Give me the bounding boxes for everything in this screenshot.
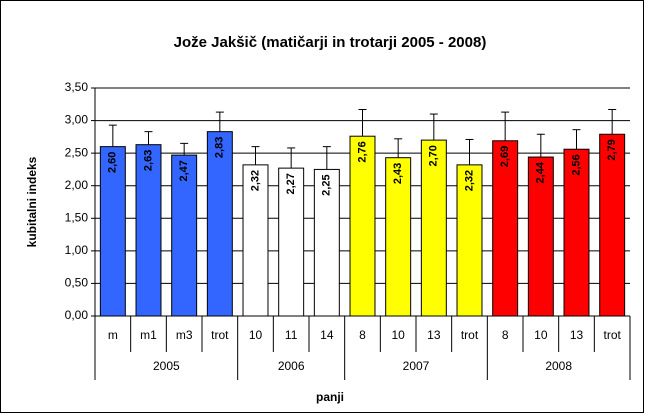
bar [492, 140, 519, 317]
bar [420, 139, 447, 317]
value-label: 2,25 [321, 174, 333, 195]
value-label: 2,70 [428, 145, 440, 166]
x-axis-title: panji [316, 390, 344, 404]
value-label: 2,47 [178, 160, 190, 181]
value-label: 2,56 [570, 154, 582, 175]
bar [385, 157, 412, 317]
y-tick-label: 1,50 [65, 210, 89, 224]
x-tick-label: m1 [140, 328, 157, 342]
bar [242, 164, 269, 317]
group-label: 2006 [278, 359, 305, 373]
y-tick-label: 0,00 [65, 308, 89, 322]
value-label: 2,83 [214, 137, 226, 158]
x-tick-label: m3 [176, 328, 193, 342]
x-tick-label: 10 [391, 328, 405, 342]
value-label: 2,63 [142, 150, 154, 171]
value-label: 2,27 [285, 173, 297, 194]
bar [456, 164, 483, 317]
value-label: 2,69 [499, 146, 511, 167]
bar [349, 135, 376, 317]
y-tick-label: 2,50 [65, 145, 89, 159]
x-tick-label: trot [461, 328, 479, 342]
x-tick-label: 13 [570, 328, 584, 342]
value-label: 2,44 [535, 161, 547, 183]
x-tick-label: 10 [249, 328, 263, 342]
y-tick-label: 3,50 [65, 80, 89, 94]
bar [135, 144, 162, 317]
bar [563, 148, 590, 317]
group-label: 2007 [403, 359, 430, 373]
x-tick-label: trot [211, 328, 229, 342]
x-tick-label: 8 [359, 328, 366, 342]
y-tick-label: 3,00 [65, 113, 89, 127]
y-tick-label: 1,00 [65, 243, 89, 257]
x-tick-label: 13 [427, 328, 441, 342]
value-label: 2,43 [392, 163, 404, 184]
value-label: 2,32 [249, 170, 261, 191]
group-label: 2008 [545, 359, 572, 373]
bar [206, 131, 233, 317]
x-tick-label: 8 [502, 328, 509, 342]
value-label: 2,60 [107, 152, 119, 173]
x-tick-label: trot [603, 328, 621, 342]
x-tick-label: 10 [534, 328, 548, 342]
x-tick-label: 11 [285, 328, 298, 342]
bar [527, 156, 554, 317]
x-tick-label: 14 [320, 328, 334, 342]
value-label: 2,76 [356, 141, 368, 162]
bar [313, 168, 340, 317]
bar [99, 146, 126, 317]
chart-title: Jože Jakšič (matičarji in trotarji 2005 … [174, 34, 487, 51]
value-label: 2,79 [606, 139, 618, 160]
value-label: 2,32 [463, 170, 475, 191]
y-tick-label: 0,50 [65, 276, 89, 290]
y-axis-title: kubitalni indeks [25, 156, 39, 247]
x-tick-label: m [108, 328, 118, 342]
bar [278, 167, 305, 317]
group-label: 2005 [153, 359, 180, 373]
bar [171, 154, 198, 317]
y-tick-label: 2,00 [65, 178, 89, 192]
